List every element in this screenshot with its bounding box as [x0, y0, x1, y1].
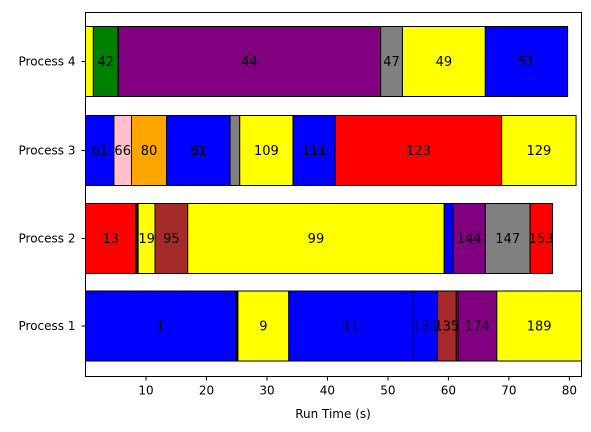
process-3-segment-0	[85, 115, 115, 186]
process-1-segment-label-0: 1	[156, 320, 164, 335]
process-4-segment-label-2: 44	[241, 55, 258, 70]
process-4-segment-0	[85, 26, 94, 97]
x-tick-label-10: 10	[138, 384, 153, 398]
y-axis: Process 1 Process 2 Process 3 Process 4	[19, 55, 86, 333]
process-3-segment-7	[334, 115, 503, 186]
process-3-segment-label-1: 66	[114, 144, 131, 159]
x-axis-label: Run Time (s)	[295, 407, 371, 421]
process-3-segment-5	[239, 115, 294, 186]
process-2-segment-7	[484, 203, 531, 274]
x-tick-label-60: 60	[441, 384, 456, 398]
process-3-segment-2	[130, 115, 168, 186]
process-1-segment-label-5: 135	[435, 320, 460, 335]
process-2-segment-label-2: 19	[138, 232, 155, 247]
process-3-segment-label-0: 61	[91, 144, 108, 159]
x-tick-label-40: 40	[320, 384, 335, 398]
x-tick-label-70: 70	[501, 384, 516, 398]
process-3-segment-label-5: 109	[254, 144, 279, 159]
process-1-segment-8	[496, 290, 583, 362]
process-1-segment-3	[288, 290, 414, 362]
process-4-segment-label-4: 49	[436, 55, 453, 70]
process-2-segment-3	[154, 203, 189, 274]
process-2-segment-label-6: 144	[457, 232, 482, 247]
process-2-segment-label-7: 147	[495, 232, 520, 247]
y-tick-label-process-4: Process 4	[19, 55, 76, 69]
process-4-segment-4	[401, 26, 486, 97]
process-2-segment-label-0: 13	[102, 232, 119, 247]
process-1-segment-label-2: 9	[259, 320, 267, 335]
process-3-segment-6	[292, 115, 336, 186]
process-3-segment-4	[229, 115, 241, 186]
process-4-segment-5	[484, 26, 569, 97]
process-4-segment-label-5: 51	[518, 55, 535, 70]
x-tick-label-30: 30	[259, 384, 274, 398]
process-1-segment-0	[85, 290, 237, 362]
process-2-segment-6	[452, 203, 486, 274]
x-axis: 10 20 30 40 50 60 70 80	[138, 376, 577, 398]
process-2-segment-label-4: 99	[308, 232, 325, 247]
x-tick-label-80: 80	[562, 384, 577, 398]
process-4-segment-label-3: 47	[383, 55, 400, 70]
process-3-segment-label-8: 129	[526, 144, 551, 159]
process-3-segment-8	[501, 115, 577, 186]
process-1-segment-label-3: 11	[343, 320, 360, 335]
process-2-segment-4	[187, 203, 445, 274]
process-4-segment-label-1: 42	[97, 55, 114, 70]
process-3-segment-label-3: 81	[190, 144, 207, 159]
x-tick-label-50: 50	[380, 384, 395, 398]
process-2-segment-0	[85, 203, 137, 274]
y-tick-label-process-1: Process 1	[19, 319, 76, 333]
x-tick-label-20: 20	[199, 384, 214, 398]
process-3-segment-3	[166, 115, 231, 186]
y-tick-label-process-3: Process 3	[19, 144, 76, 158]
process-1-segment-4	[412, 290, 439, 362]
process-1-segment-label-7: 174	[465, 320, 490, 335]
process-2-segment-label-3: 95	[163, 232, 180, 247]
process-4-segment-2	[117, 26, 382, 97]
process-3-segment-label-7: 123	[406, 144, 431, 159]
process-2-segment-8	[529, 203, 553, 274]
process-1-segment-label-8: 189	[527, 320, 552, 335]
axes-frame	[85, 12, 582, 377]
process-1-segment-label-4: 131	[413, 320, 438, 335]
process-3-segment-label-6: 111	[302, 144, 327, 159]
y-tick-label-process-2: Process 2	[19, 232, 76, 246]
process-2-segment-label-8: 153	[529, 232, 554, 247]
process-2-segment-5	[443, 203, 454, 274]
process-3-segment-label-2: 80	[141, 144, 158, 159]
